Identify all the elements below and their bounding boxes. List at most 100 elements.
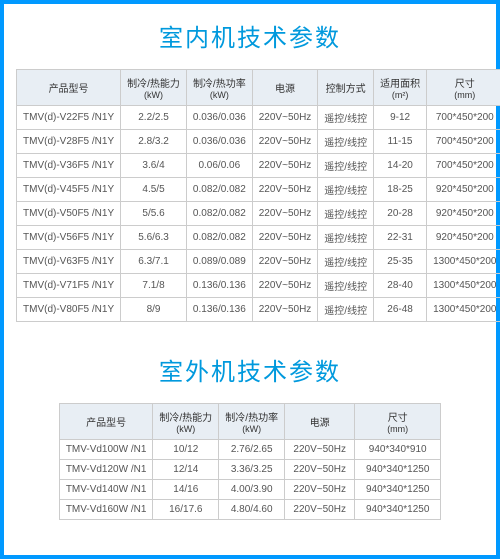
table-cell: 220V~50Hz xyxy=(252,178,318,202)
table-cell: TMV-Vd140W /N1 xyxy=(59,480,153,500)
table-cell: 920*450*200 xyxy=(427,178,500,202)
column-header-unit: (mm) xyxy=(433,90,496,100)
table-cell: 6.3/7.1 xyxy=(121,250,187,274)
table-cell: 1300*450*200 xyxy=(427,298,500,322)
table-cell: 920*450*200 xyxy=(427,226,500,250)
table-cell: 0.136/0.136 xyxy=(186,274,252,298)
table-cell: 0.089/0.089 xyxy=(186,250,252,274)
table-cell: 18-25 xyxy=(374,178,427,202)
column-header: 制冷/热功率(kW) xyxy=(186,70,252,106)
table-cell: 220V~50Hz xyxy=(285,500,355,520)
table-cell: 遥控/线控 xyxy=(318,250,374,274)
table-cell: 4.5/5 xyxy=(121,178,187,202)
table-cell: 9-12 xyxy=(374,106,427,130)
table-cell: TMV(d)-V36F5 /N1Y xyxy=(17,154,121,178)
column-header: 产品型号 xyxy=(17,70,121,106)
table-cell: TMV-Vd120W /N1 xyxy=(59,460,153,480)
column-header: 控制方式 xyxy=(318,70,374,106)
table-cell: 遥控/线控 xyxy=(318,226,374,250)
table-cell: 220V~50Hz xyxy=(252,202,318,226)
table-cell: 遥控/线控 xyxy=(318,274,374,298)
column-header: 制冷/热能力(kW) xyxy=(121,70,187,106)
column-header: 尺寸(mm) xyxy=(355,404,441,440)
table-cell: 940*340*910 xyxy=(355,440,441,460)
column-header: 制冷/热功率(kW) xyxy=(219,404,285,440)
table-cell: TMV(d)-V22F5 /N1Y xyxy=(17,106,121,130)
indoor-unit-table: 产品型号制冷/热能力(kW)制冷/热功率(kW)电源控制方式适用面积(m²)尺寸… xyxy=(16,69,500,322)
outdoor-section-title: 室外机技术参数 xyxy=(16,352,484,387)
table-cell: 4.00/3.90 xyxy=(219,480,285,500)
table-cell: TMV-Vd100W /N1 xyxy=(59,440,153,460)
table-cell: 940*340*1250 xyxy=(355,500,441,520)
table-row: TMV-Vd120W /N112/143.36/3.25220V~50Hz940… xyxy=(59,460,440,480)
table-cell: 5/5.6 xyxy=(121,202,187,226)
table-cell: TMV(d)-V63F5 /N1Y xyxy=(17,250,121,274)
table-cell: 1300*450*200 xyxy=(427,250,500,274)
table-row: TMV(d)-V63F5 /N1Y6.3/7.10.089/0.089220V~… xyxy=(17,250,500,274)
column-header: 电源 xyxy=(285,404,355,440)
table-cell: 220V~50Hz xyxy=(285,440,355,460)
column-header-unit: (m²) xyxy=(380,90,420,100)
table-cell: 920*450*200 xyxy=(427,202,500,226)
table-cell: 0.082/0.082 xyxy=(186,178,252,202)
table-cell: 220V~50Hz xyxy=(252,130,318,154)
table-cell: 25-35 xyxy=(374,250,427,274)
table-cell: TMV(d)-V45F5 /N1Y xyxy=(17,178,121,202)
table-cell: 940*340*1250 xyxy=(355,460,441,480)
table-row: TMV(d)-V56F5 /N1Y5.6/6.30.082/0.082220V~… xyxy=(17,226,500,250)
column-header: 尺寸(mm) xyxy=(427,70,500,106)
table-cell: 26-48 xyxy=(374,298,427,322)
outdoor-unit-table: 产品型号制冷/热能力(kW)制冷/热功率(kW)电源尺寸(mm) TMV-Vd1… xyxy=(59,403,441,520)
table-cell: 11-15 xyxy=(374,130,427,154)
table-cell: 0.036/0.036 xyxy=(186,106,252,130)
table-cell: 220V~50Hz xyxy=(252,250,318,274)
table-cell: 遥控/线控 xyxy=(318,154,374,178)
table-row: TMV(d)-V50F5 /N1Y5/5.60.082/0.082220V~50… xyxy=(17,202,500,226)
table-row: TMV(d)-V45F5 /N1Y4.5/50.082/0.082220V~50… xyxy=(17,178,500,202)
table-cell: 遥控/线控 xyxy=(318,106,374,130)
table-cell: TMV(d)-V28F5 /N1Y xyxy=(17,130,121,154)
column-header: 电源 xyxy=(252,70,318,106)
table-cell: 220V~50Hz xyxy=(252,154,318,178)
table-cell: 220V~50Hz xyxy=(252,298,318,322)
column-header: 适用面积(m²) xyxy=(374,70,427,106)
table-cell: 7.1/8 xyxy=(121,274,187,298)
table-cell: 700*450*200 xyxy=(427,106,500,130)
column-header-unit: (kW) xyxy=(127,90,180,100)
table-cell: 2.8/3.2 xyxy=(121,130,187,154)
table-cell: TMV-Vd160W /N1 xyxy=(59,500,153,520)
table-cell: 3.6/4 xyxy=(121,154,187,178)
table-cell: 3.36/3.25 xyxy=(219,460,285,480)
table-cell: 遥控/线控 xyxy=(318,298,374,322)
table-cell: 遥控/线控 xyxy=(318,202,374,226)
table-cell: TMV(d)-V56F5 /N1Y xyxy=(17,226,121,250)
column-header-unit: (kW) xyxy=(193,90,246,100)
table-cell: 220V~50Hz xyxy=(252,106,318,130)
column-header-unit: (kW) xyxy=(159,424,212,434)
table-cell: 5.6/6.3 xyxy=(121,226,187,250)
table-cell: 22-31 xyxy=(374,226,427,250)
table-cell: 14/16 xyxy=(153,480,219,500)
table-cell: 0.082/0.082 xyxy=(186,202,252,226)
table-cell: 220V~50Hz xyxy=(285,460,355,480)
table-cell: TMV(d)-V80F5 /N1Y xyxy=(17,298,121,322)
outdoor-unit-section: 室外机技术参数 产品型号制冷/热能力(kW)制冷/热功率(kW)电源尺寸(mm)… xyxy=(16,352,484,520)
table-cell: 1300*450*200 xyxy=(427,274,500,298)
table-row: TMV(d)-V80F5 /N1Y8/90.136/0.136220V~50Hz… xyxy=(17,298,500,322)
table-cell: 10/12 xyxy=(153,440,219,460)
table-row: TMV(d)-V71F5 /N1Y7.1/80.136/0.136220V~50… xyxy=(17,274,500,298)
table-cell: 0.06/0.06 xyxy=(186,154,252,178)
table-row: TMV-Vd140W /N114/164.00/3.90220V~50Hz940… xyxy=(59,480,440,500)
table-cell: 遥控/线控 xyxy=(318,178,374,202)
table-cell: 14-20 xyxy=(374,154,427,178)
table-cell: 220V~50Hz xyxy=(285,480,355,500)
table-cell: TMV(d)-V71F5 /N1Y xyxy=(17,274,121,298)
table-cell: 0.036/0.036 xyxy=(186,130,252,154)
indoor-unit-section: 室内机技术参数 产品型号制冷/热能力(kW)制冷/热功率(kW)电源控制方式适用… xyxy=(16,18,484,322)
table-cell: 12/14 xyxy=(153,460,219,480)
table-cell: 2.2/2.5 xyxy=(121,106,187,130)
table-row: TMV-Vd100W /N110/122.76/2.65220V~50Hz940… xyxy=(59,440,440,460)
table-cell: TMV(d)-V50F5 /N1Y xyxy=(17,202,121,226)
table-cell: 8/9 xyxy=(121,298,187,322)
column-header-unit: (mm) xyxy=(361,424,434,434)
